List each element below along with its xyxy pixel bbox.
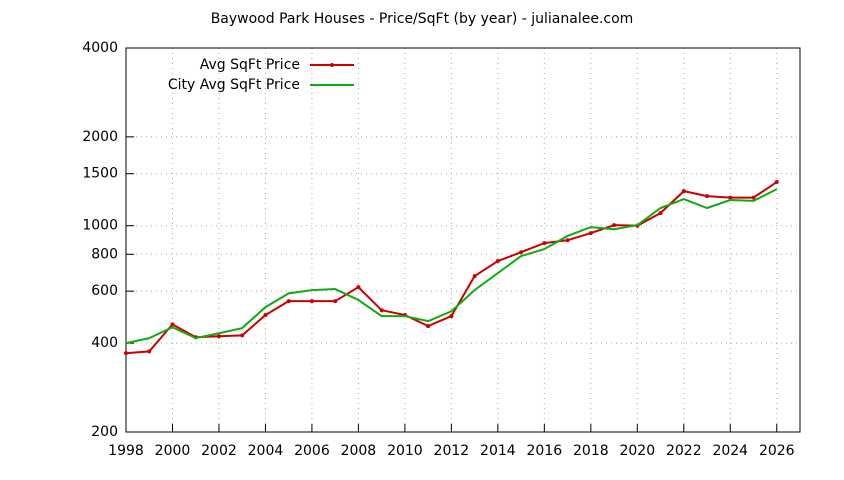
point bbox=[472, 274, 477, 279]
y-tick-label: 2000 bbox=[82, 129, 118, 145]
x-tick-label: 2008 bbox=[341, 443, 377, 459]
point bbox=[612, 223, 617, 228]
x-tick-label: 2018 bbox=[573, 443, 609, 459]
y-tick-label: 600 bbox=[91, 283, 118, 299]
x-tick-label: 2022 bbox=[666, 443, 702, 459]
point bbox=[565, 238, 570, 243]
x-tick-label: 2014 bbox=[480, 443, 516, 459]
x-tick-label: 2020 bbox=[619, 443, 655, 459]
x-tick-label: 2024 bbox=[712, 443, 748, 459]
line-series bbox=[125, 188, 778, 345]
x-tick-label: 1998 bbox=[108, 443, 144, 459]
line-series bbox=[125, 181, 778, 355]
legend-label: Avg SqFt Price bbox=[200, 57, 300, 73]
chart-title: Baywood Park Houses - Price/SqFt (by yea… bbox=[211, 11, 634, 27]
x-tick-label: 2000 bbox=[155, 443, 191, 459]
y-tick-label: 200 bbox=[91, 424, 118, 440]
point bbox=[774, 180, 779, 185]
point bbox=[170, 322, 175, 327]
point bbox=[309, 299, 314, 304]
x-tick-label: 2006 bbox=[294, 443, 330, 459]
y-tick-label: 1500 bbox=[82, 166, 118, 182]
x-tick-label: 2026 bbox=[759, 443, 795, 459]
point bbox=[519, 250, 524, 255]
x-tick-label: 2016 bbox=[527, 443, 563, 459]
point bbox=[681, 189, 686, 194]
point bbox=[240, 333, 245, 338]
point bbox=[379, 308, 384, 313]
point bbox=[263, 313, 268, 318]
point bbox=[588, 231, 593, 236]
legend-point bbox=[330, 63, 334, 67]
point bbox=[216, 334, 221, 339]
point bbox=[705, 194, 710, 199]
point bbox=[542, 241, 547, 246]
point bbox=[658, 211, 663, 216]
y-tick-label: 4000 bbox=[82, 40, 118, 56]
point bbox=[124, 351, 128, 356]
point bbox=[449, 314, 454, 319]
plot-border bbox=[125, 47, 801, 433]
point bbox=[728, 195, 733, 200]
point bbox=[356, 285, 361, 290]
point bbox=[147, 349, 152, 354]
y-tick-label: 1000 bbox=[82, 218, 118, 234]
x-tick-label: 2004 bbox=[248, 443, 284, 459]
point bbox=[333, 299, 338, 304]
point bbox=[426, 324, 431, 329]
point bbox=[286, 299, 291, 304]
point bbox=[495, 259, 500, 264]
y-tick-label: 800 bbox=[91, 246, 118, 262]
x-tick-label: 2010 bbox=[387, 443, 423, 459]
point bbox=[751, 195, 756, 200]
x-tick-label: 2002 bbox=[201, 443, 237, 459]
x-tick-label: 2012 bbox=[434, 443, 470, 459]
y-tick-label: 400 bbox=[91, 335, 118, 351]
legend-label: City Avg SqFt Price bbox=[168, 77, 300, 93]
